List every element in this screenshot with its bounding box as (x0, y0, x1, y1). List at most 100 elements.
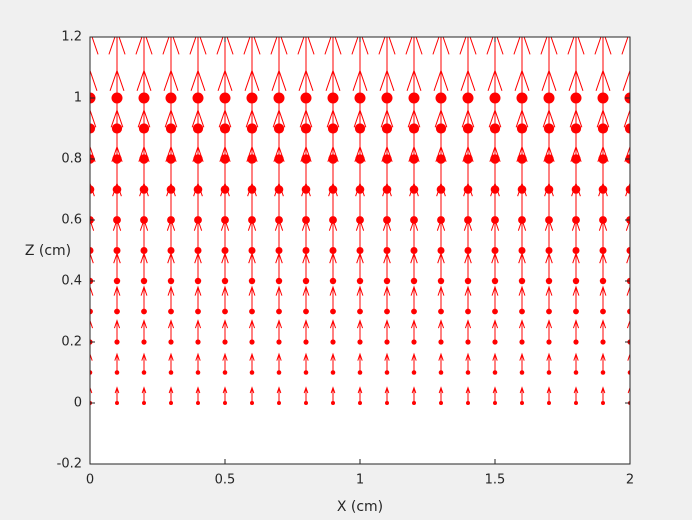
arrow (113, 319, 121, 342)
point (573, 339, 579, 345)
point (90, 370, 93, 375)
point (274, 185, 284, 194)
point (111, 123, 123, 134)
point (624, 123, 630, 134)
x-tick-label: 1.5 (485, 473, 506, 488)
point (248, 247, 256, 254)
point (140, 247, 148, 254)
arrow (249, 352, 255, 373)
point (167, 247, 175, 254)
point (167, 277, 175, 285)
point (114, 339, 120, 345)
arrow (573, 352, 579, 373)
point (330, 308, 336, 315)
point (222, 339, 228, 345)
point (139, 185, 149, 194)
point (517, 154, 527, 164)
arrow (140, 285, 148, 312)
point (277, 401, 281, 405)
point (435, 92, 447, 104)
point (330, 339, 336, 345)
point (327, 123, 339, 134)
point (598, 185, 608, 194)
point (168, 370, 174, 375)
point (544, 185, 554, 194)
arrow (491, 319, 499, 342)
point (411, 339, 417, 345)
point (273, 92, 285, 104)
point (412, 401, 416, 405)
point (599, 277, 607, 285)
arrow (303, 352, 309, 373)
point (382, 185, 392, 194)
arrow (221, 319, 229, 342)
point (574, 401, 578, 405)
arrow (330, 352, 336, 373)
point (194, 247, 202, 254)
arrow (594, 37, 612, 98)
point (382, 154, 392, 164)
point (168, 308, 174, 315)
point (275, 277, 283, 285)
point (572, 216, 580, 224)
point (492, 339, 498, 345)
point (463, 185, 473, 194)
point (303, 339, 309, 345)
point (519, 370, 525, 375)
point (221, 247, 229, 254)
arrow (90, 37, 99, 98)
point (249, 308, 255, 315)
arrow (222, 352, 228, 373)
point (463, 154, 473, 164)
arrow (411, 352, 417, 373)
point (490, 154, 500, 164)
point (626, 247, 630, 254)
arrow (518, 285, 526, 312)
point (90, 123, 96, 134)
arrow (162, 37, 180, 98)
point (356, 247, 364, 254)
point (194, 216, 202, 224)
point (90, 308, 93, 315)
y-tick-label: 0.6 (61, 213, 82, 228)
arrow (194, 285, 202, 312)
point (573, 370, 579, 375)
arrow (572, 285, 580, 312)
point (519, 339, 525, 345)
arrow (573, 386, 579, 403)
point (520, 401, 524, 405)
point (493, 401, 497, 405)
point (300, 123, 312, 134)
point (599, 216, 607, 224)
arrow (356, 319, 364, 342)
point (301, 154, 311, 164)
point (518, 247, 526, 254)
point (409, 154, 419, 164)
arrow (492, 386, 498, 403)
y-tick-label: 0.8 (61, 152, 82, 167)
arrow (114, 352, 120, 373)
arrow (356, 285, 364, 312)
arrow (90, 285, 94, 312)
point (90, 185, 95, 194)
point (357, 308, 363, 315)
arrow (383, 319, 391, 342)
arrow (302, 285, 310, 312)
arrow (275, 319, 283, 342)
point (546, 308, 552, 315)
arrow (90, 108, 97, 159)
point (436, 154, 446, 164)
point (301, 185, 311, 194)
point (546, 370, 552, 375)
arrow (140, 319, 148, 342)
point (328, 185, 338, 194)
point (356, 216, 364, 224)
y-tick-label: 0 (74, 396, 82, 411)
arrow (221, 285, 229, 312)
arrow (438, 352, 444, 373)
point (247, 154, 257, 164)
point (248, 277, 256, 285)
point (571, 154, 581, 164)
arrow (627, 352, 630, 373)
